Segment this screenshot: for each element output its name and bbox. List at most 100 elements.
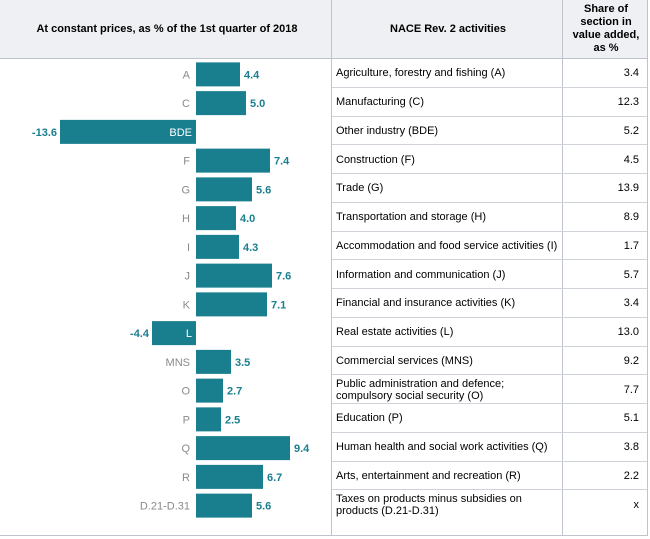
- bar: [196, 91, 246, 116]
- value-label: 5.6: [256, 501, 271, 513]
- category-label: L: [186, 328, 192, 340]
- bar: [196, 464, 263, 489]
- value-label: 7.1: [271, 299, 286, 311]
- share-value: x: [633, 498, 640, 511]
- category-label: J: [185, 271, 191, 283]
- share-value: 4.5: [623, 153, 639, 166]
- share-column-header: Share of section in value added, as %: [572, 3, 640, 54]
- row-divider: [332, 230, 647, 232]
- row-divider: [332, 460, 647, 462]
- row-divider: [332, 345, 647, 347]
- share-value: 2.2: [623, 469, 639, 482]
- share-value: 13.9: [617, 182, 639, 195]
- row-divider: [332, 374, 647, 376]
- category-label: I: [187, 242, 190, 254]
- row-divider: [332, 431, 647, 433]
- chart-column-header: At constant prices, as % of the 1st quar…: [36, 22, 298, 35]
- activity-name: Agriculture, forestry and fishing (A): [336, 67, 506, 80]
- share-value: 3.4: [623, 67, 639, 80]
- activity-name: Education (P): [336, 412, 403, 425]
- activity-name: Public administration and defence; compu…: [336, 377, 505, 402]
- value-label: 6.7: [267, 472, 282, 484]
- row-divider: [332, 144, 647, 146]
- share-value: 3.8: [623, 441, 639, 454]
- bar: [196, 349, 231, 374]
- share-value: 5.2: [623, 124, 639, 137]
- activity-name: Transportation and storage (H): [336, 211, 486, 224]
- activity-name: Human health and social work activities …: [336, 441, 548, 454]
- value-label: 7.4: [274, 156, 290, 168]
- bar: [196, 493, 252, 518]
- bar: [196, 263, 272, 288]
- share-value: 12.3: [617, 96, 639, 109]
- bar: [196, 436, 290, 461]
- category-label: R: [182, 472, 190, 484]
- row-divider: [332, 201, 647, 203]
- value-label: 2.5: [225, 414, 240, 426]
- category-label: P: [183, 414, 190, 426]
- column-divider: [331, 0, 332, 536]
- category-label: BDE: [169, 127, 192, 139]
- category-label: C: [182, 98, 190, 110]
- share-value: 8.9: [623, 211, 639, 224]
- category-label: MNS: [166, 357, 190, 369]
- row-divider: [332, 316, 647, 318]
- row-divider: [332, 173, 647, 174]
- value-label: -13.6: [32, 127, 57, 139]
- activity-column-header: NACE Rev. 2 activities: [390, 22, 506, 35]
- value-label: 2.7: [227, 386, 242, 398]
- share-value: 5.1: [623, 412, 639, 425]
- bar: [60, 119, 196, 144]
- value-label: 9.4: [294, 443, 310, 455]
- category-label: O: [181, 386, 190, 398]
- activity-name: Financial and insurance activities (K): [336, 297, 516, 310]
- category-label: F: [183, 156, 190, 168]
- value-label: -4.4: [130, 328, 150, 340]
- column-divider: [562, 0, 563, 536]
- category-label: A: [183, 69, 191, 81]
- bar: [152, 321, 196, 346]
- bar: [196, 206, 236, 231]
- share-value: 3.4: [623, 297, 639, 310]
- bar: [196, 177, 252, 202]
- row-divider: [332, 259, 647, 261]
- activity-name: Other industry (BDE): [336, 124, 439, 137]
- bar: [196, 62, 240, 87]
- row-divider: [332, 115, 647, 117]
- share-value: 7.7: [623, 383, 639, 396]
- value-label: 4.3: [243, 242, 258, 254]
- activity-name: Construction (F): [336, 153, 415, 166]
- category-label: D.21-D.31: [140, 501, 190, 513]
- activity-name: Trade (G): [336, 182, 384, 195]
- bar: [196, 407, 221, 432]
- row-divider: [332, 86, 647, 88]
- share-value: 13.0: [617, 326, 639, 339]
- row-divider: [332, 403, 647, 404]
- bar-chart: A 4.4 C 5.0 BDE -13.6 F 7.4 G 5.6 H 4.0 I 4.3 J 7.6 K 7.1…: [32, 62, 310, 518]
- row-divider: [332, 288, 647, 289]
- row-divider: [332, 489, 647, 491]
- category-label: G: [181, 184, 190, 196]
- activity-name: Accommodation and food service activitie…: [336, 239, 558, 252]
- share-value: 9.2: [623, 354, 639, 367]
- activity-name: Arts, entertainment and recreation (R): [336, 469, 521, 482]
- header-row: [0, 0, 648, 59]
- category-label: K: [183, 299, 191, 311]
- bar: [196, 378, 223, 403]
- value-label: 5.6: [256, 184, 271, 196]
- activity-name: Commercial services (MNS): [336, 354, 473, 367]
- category-label: H: [182, 213, 190, 225]
- bar: [196, 234, 239, 259]
- bar: [196, 292, 267, 317]
- activity-name: Manufacturing (C): [336, 96, 425, 109]
- activity-name: Real estate activities (L): [336, 326, 454, 339]
- value-label: 7.6: [276, 271, 291, 283]
- table-border: [0, 535, 648, 536]
- activity-name: Information and communication (J): [336, 268, 506, 281]
- category-label: Q: [181, 443, 190, 455]
- value-label: 3.5: [235, 357, 250, 369]
- value-label: 5.0: [250, 98, 265, 110]
- share-value: 1.7: [623, 239, 639, 252]
- table-border: [647, 0, 648, 536]
